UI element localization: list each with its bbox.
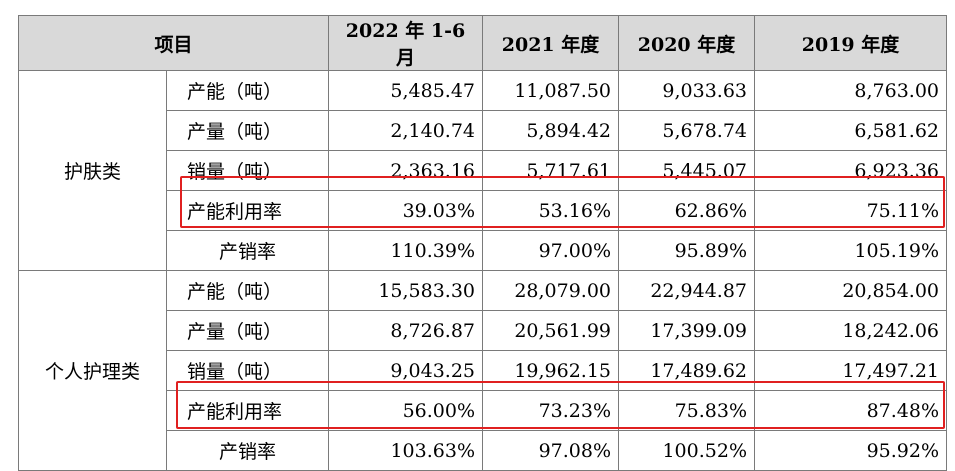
value-cell: 20,561.99: [482, 310, 620, 351]
table-row: 销量（吨） 9,043.25 19,962.15 17,489.62 17,497.21: [19, 350, 948, 391]
value-cell: 19,962.15: [482, 350, 620, 391]
metric-label-capacity: 产能（吨）: [165, 70, 330, 111]
table-row: 销量（吨） 2,363.16 5,717.61 5,445.07 6,923.36: [19, 150, 948, 191]
value-cell: 5,485.47: [328, 70, 484, 111]
table-row: 产销率 103.63% 97.08% 100.52% 95.92%: [19, 430, 948, 471]
table-row: 个人护理类 产能（吨） 15,583.30 28,079.00 22,944.87 20,…: [18, 270, 948, 471]
table-row: 产量（吨） 2,140.74 5,894.42 5,678.74 6,581.62: [19, 110, 948, 151]
value-cell: 105.19%: [754, 230, 948, 271]
value-cell: 8,763.00: [754, 70, 948, 111]
metric-label-output: 产量（吨）: [165, 310, 330, 351]
value-cell: 11,087.50: [482, 70, 620, 111]
value-cell: 8,726.87: [328, 310, 484, 351]
metric-label-sales: 销量（吨）: [165, 150, 330, 191]
header-row: 项目 2022 年 1-6 月 2021 年度 2020 年度 2019 年度: [17, 15, 948, 71]
metric-label-sales-rate: 产销率: [165, 230, 330, 271]
value-cell: 9,033.63: [618, 70, 756, 111]
value-cell: 87.48%: [754, 390, 948, 431]
metric-label-utilization-rate: 产能利用率: [165, 190, 330, 231]
table-row: 产量（吨） 8,726.87 20,561.99 17,399.09 18,242.06: [19, 310, 948, 351]
value-cell: 39.03%: [328, 190, 484, 231]
category-label: 护肤类: [18, 70, 167, 271]
header-col-2022h1: 2022 年 1-6 月: [328, 15, 484, 71]
metric-label-sales: 销量（吨）: [165, 350, 330, 391]
value-cell: 2,363.16: [328, 150, 484, 191]
capacity-table: 项目 2022 年 1-6 月 2021 年度 2020 年度 2019 年度 …: [17, 15, 948, 471]
value-cell: 97.00%: [482, 230, 620, 271]
header-col-2019: 2019 年度: [754, 15, 948, 71]
value-cell: 17,497.21: [754, 350, 948, 391]
value-cell: 22,944.87: [618, 270, 756, 311]
value-cell: 62.86%: [618, 190, 756, 231]
value-cell: 6,923.36: [754, 150, 948, 191]
value-cell: 5,717.61: [482, 150, 620, 191]
table-row: 产能利用率 39.03% 53.16% 62.86% 75.11%: [19, 190, 948, 231]
value-cell: 2,140.74: [328, 110, 484, 151]
value-cell: 5,678.74: [618, 110, 756, 151]
value-cell: 103.63%: [328, 430, 484, 471]
header-col-2021: 2021 年度: [482, 15, 620, 71]
table-row: 护肤类 产能（吨） 5,485.47 11,087.50 9,033.63 8,763.0…: [18, 70, 948, 271]
value-cell: 28,079.00: [482, 270, 620, 311]
value-cell: 15,583.30: [328, 270, 484, 311]
metric-label-capacity: 产能（吨）: [165, 270, 330, 311]
value-cell: 5,894.42: [482, 110, 620, 151]
metric-label-output: 产量（吨）: [165, 110, 330, 151]
table-row: 产销率 110.39% 97.00% 95.89% 105.19%: [19, 230, 948, 271]
value-cell: 18,242.06: [754, 310, 948, 351]
value-cell: 95.89%: [618, 230, 756, 271]
value-cell: 75.11%: [754, 190, 948, 231]
value-cell: 6,581.62: [754, 110, 948, 151]
category-label: 个人护理类: [18, 270, 167, 471]
value-cell: 17,399.09: [618, 310, 756, 351]
value-cell: 20,854.00: [754, 270, 948, 311]
value-cell: 75.83%: [618, 390, 756, 431]
value-cell: 97.08%: [482, 430, 620, 471]
value-cell: 53.16%: [482, 190, 620, 231]
value-cell: 9,043.25: [328, 350, 484, 391]
metric-label-utilization-rate: 产能利用率: [165, 390, 330, 431]
metric-label-sales-rate: 产销率: [165, 430, 330, 471]
value-cell: 95.92%: [754, 430, 948, 471]
value-cell: 17,489.62: [618, 350, 756, 391]
value-cell: 73.23%: [482, 390, 620, 431]
header-item: 项目: [17, 15, 330, 71]
value-cell: 110.39%: [328, 230, 484, 271]
value-cell: 56.00%: [328, 390, 484, 431]
value-cell: 5,445.07: [618, 150, 756, 191]
header-col-2020: 2020 年度: [618, 15, 756, 71]
value-cell: 100.52%: [618, 430, 756, 471]
